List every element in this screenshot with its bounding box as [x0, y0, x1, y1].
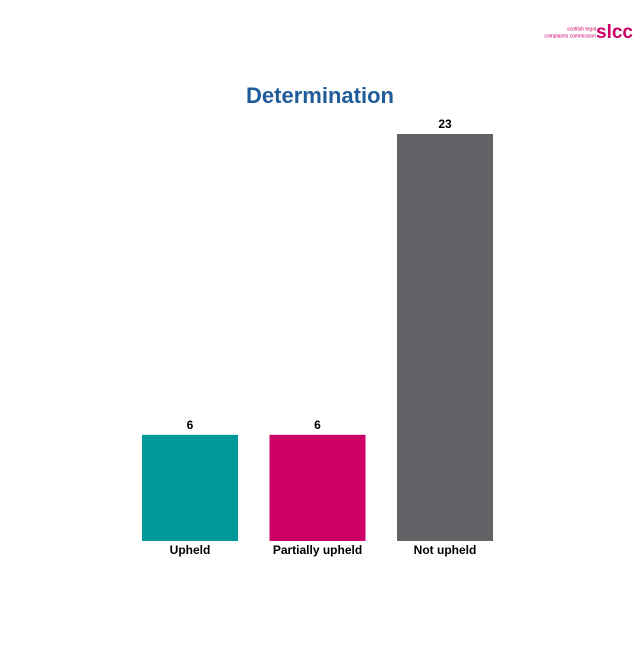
x-tick-label: Partially upheld [273, 543, 362, 557]
bar [269, 434, 366, 541]
x-tick-label: Upheld [170, 543, 211, 557]
logo-mark: slcc [596, 22, 633, 43]
value-label: 6 [314, 418, 321, 432]
chart-title: Determination [246, 83, 394, 108]
value-label: 6 [187, 418, 194, 432]
bar [397, 134, 493, 541]
x-tick-label: Not upheld [414, 543, 477, 557]
bar [142, 434, 238, 541]
logo-line1: scottish legal [567, 26, 596, 32]
logo-line2: complaints commission [544, 33, 596, 39]
value-label: 23 [438, 117, 452, 131]
